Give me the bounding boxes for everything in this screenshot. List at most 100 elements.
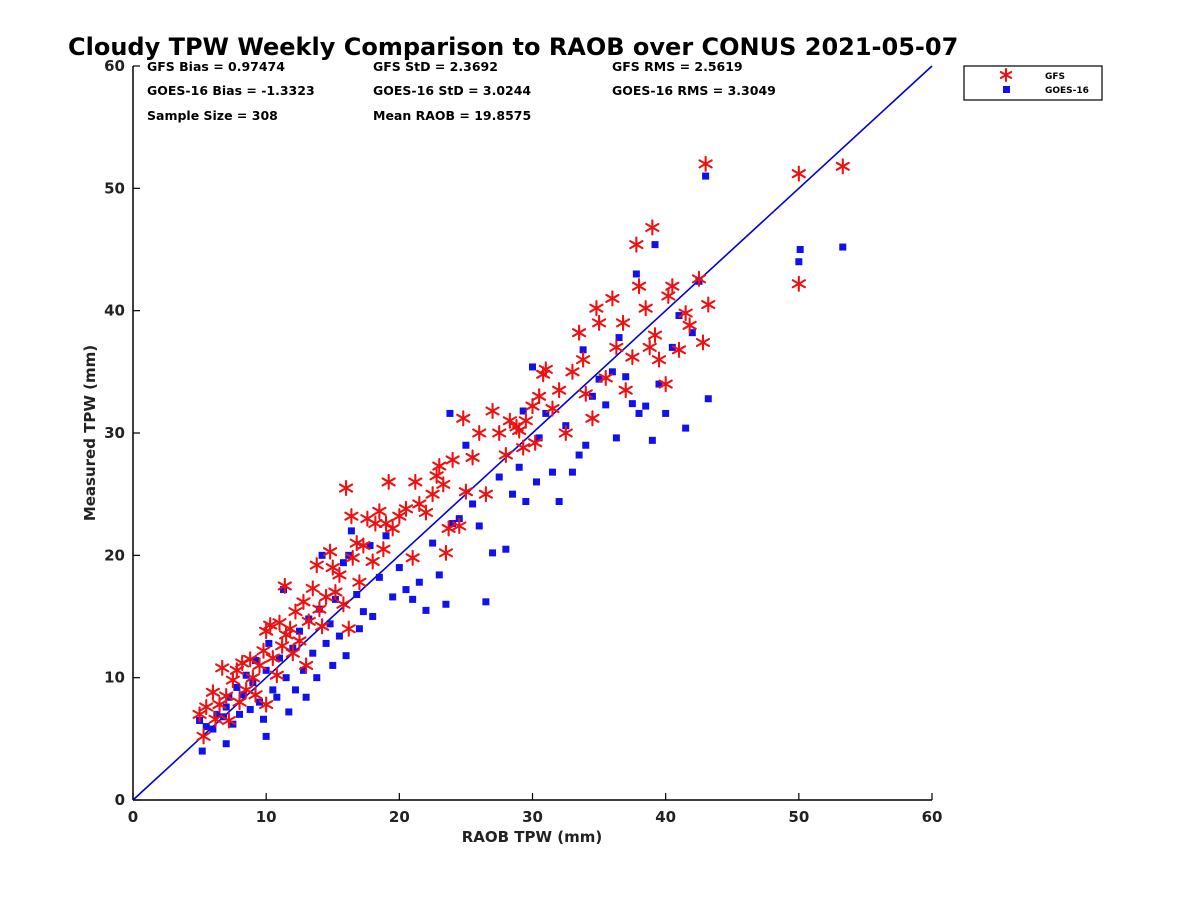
goes16-point <box>796 246 804 253</box>
goes16-point <box>262 666 270 674</box>
goes16-point <box>595 375 603 383</box>
gfs-point <box>385 520 400 537</box>
goes16-point <box>839 243 847 251</box>
gfs-point <box>441 520 456 537</box>
gfs-point <box>452 517 467 535</box>
gfs-point <box>275 637 290 654</box>
goes16-point <box>482 598 490 606</box>
gfs-point <box>791 275 806 292</box>
goes16-point <box>548 468 556 476</box>
gfs-point <box>472 424 487 442</box>
gfs-point <box>615 314 631 331</box>
gfs-point <box>205 684 221 701</box>
gfs-point <box>408 473 423 490</box>
gfs-point <box>658 376 673 393</box>
gfs-point <box>691 270 707 287</box>
gfs-point <box>372 503 387 520</box>
y-tick-label: 20 <box>104 546 125 564</box>
goes16-point <box>469 500 477 508</box>
y-tick-label: 40 <box>104 302 125 320</box>
goes16-point <box>347 527 355 535</box>
goes16-point <box>262 732 270 740</box>
goes16-point <box>704 395 712 403</box>
x-tick-label: 0 <box>128 808 138 826</box>
goes16-point <box>233 683 241 691</box>
goes16-point <box>222 703 230 711</box>
goes16-point <box>579 346 587 354</box>
gfs-point <box>312 601 327 618</box>
goes16-point <box>318 551 326 559</box>
goes16-point <box>795 258 803 266</box>
stat-goes16-rms: GOES-16 RMS = 3.3049 <box>612 83 776 98</box>
goes16-point <box>475 522 483 530</box>
x-tick-label: 40 <box>655 808 676 826</box>
gfs-point <box>695 334 711 351</box>
gfs-point <box>647 327 663 344</box>
goes16-point <box>642 402 650 410</box>
gfs-point <box>512 422 527 439</box>
goes16-point <box>279 586 287 594</box>
gfs-point <box>525 398 540 415</box>
gfs-point <box>678 305 693 322</box>
gfs-point <box>651 351 667 368</box>
gfs-point <box>344 508 359 525</box>
gfs-point <box>609 339 624 356</box>
x-axis-label: RAOB TPW (mm) <box>462 828 603 846</box>
gfs-point <box>571 324 587 341</box>
goes16-point <box>628 400 636 408</box>
goes16-point <box>648 436 656 444</box>
gfs-point <box>698 155 713 172</box>
goes16-point <box>602 401 610 409</box>
goes16-point <box>273 693 281 701</box>
goes16-point <box>522 498 530 506</box>
gfs-point <box>436 476 451 493</box>
goes16-point <box>246 705 254 713</box>
goes16-point <box>435 571 443 579</box>
y-tick-label: 30 <box>104 424 125 442</box>
gfs-point <box>398 500 414 517</box>
goes16-point <box>309 649 317 657</box>
goes16-point <box>529 363 536 371</box>
goes16-point <box>675 312 683 320</box>
goes16-point <box>366 542 374 550</box>
stat-gfs-rms: GFS RMS = 2.5619 <box>612 59 743 74</box>
goes16-point <box>209 725 217 733</box>
gfs-point <box>418 504 434 521</box>
gfs-point <box>248 686 263 703</box>
gfs-point <box>425 486 440 503</box>
gfs-point <box>196 728 211 745</box>
gfs-point <box>618 382 633 399</box>
goes16-point <box>265 639 273 647</box>
gfs-point <box>352 574 367 591</box>
gfs-point <box>638 300 653 317</box>
gfs-point <box>283 620 298 637</box>
legend-gfs-asterisk-shape <box>999 67 1013 83</box>
goes16-point <box>291 686 299 694</box>
gfs-point <box>368 515 383 532</box>
goes16-point <box>535 434 543 442</box>
x-ticks: 0 10 20 30 40 50 60 <box>128 793 943 826</box>
goes16-point <box>359 608 367 616</box>
goes16-point <box>355 625 363 633</box>
gfs-point <box>199 698 214 716</box>
goes16-point <box>668 343 676 351</box>
goes16-point <box>429 539 437 547</box>
goes16-point <box>353 590 361 598</box>
stats-annotations: GFS Bias = 0.97474 GFS StD = 2.3692 GFS … <box>147 59 776 123</box>
goes16-point <box>462 441 470 449</box>
gfs-point <box>665 278 680 295</box>
goes16-point <box>532 478 540 486</box>
gfs-point <box>605 290 620 307</box>
goes16-point <box>632 270 640 278</box>
gfs-point <box>589 300 604 317</box>
gfs-point <box>338 479 354 497</box>
goes16-point <box>269 686 277 694</box>
goes16-point <box>339 559 347 567</box>
stat-gfs-bias: GFS Bias = 0.97474 <box>147 59 285 74</box>
x-tick-label: 60 <box>922 808 943 826</box>
gfs-point <box>478 486 494 503</box>
gfs-point <box>376 541 391 558</box>
goes16-point <box>702 172 710 180</box>
goes16-point <box>612 434 620 442</box>
gfs-point <box>208 711 223 728</box>
